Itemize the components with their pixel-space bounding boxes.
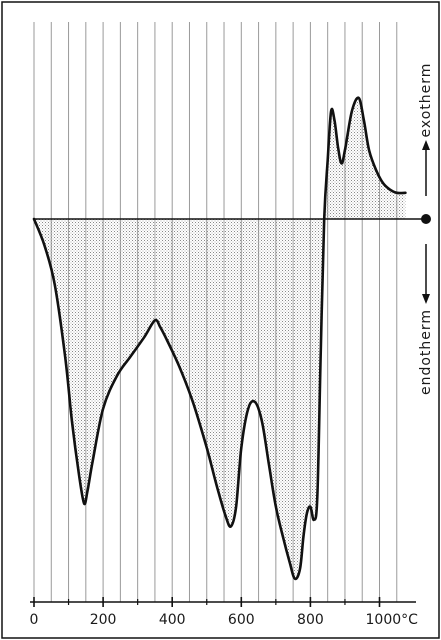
exotherm-indicator: exotherm (418, 63, 434, 196)
dta-curve (32, 96, 407, 581)
x-tick-label: 400 (159, 612, 186, 628)
exotherm-arrow-head (422, 140, 430, 150)
x-tick-label: 200 (90, 612, 117, 628)
x-tick-label: 800 (297, 612, 324, 628)
endotherm-arrow-head (422, 294, 430, 304)
x-tick-label: 600 (228, 612, 255, 628)
x-tick-label: 0 (30, 612, 39, 628)
x-axis-tick-labels: 0 200 400 600 800 1000°C (30, 612, 419, 628)
exotherm-label: exotherm (418, 63, 434, 138)
x-axis-ticks (33, 597, 381, 607)
endotherm-label: endotherm (418, 309, 434, 395)
x-tick-label: 1000°C (366, 612, 419, 628)
curve-fill-area (34, 97, 406, 579)
endotherm-indicator: endotherm (418, 244, 434, 395)
baseline-dot (421, 214, 431, 224)
